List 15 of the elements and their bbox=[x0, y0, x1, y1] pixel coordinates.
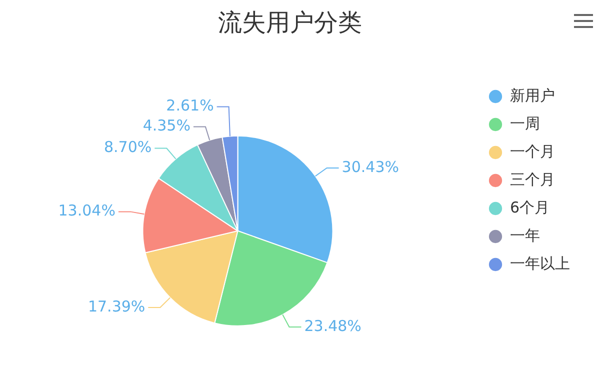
legend-label: 新用户 bbox=[510, 86, 555, 104]
chart-title: 流失用户分类 bbox=[218, 8, 362, 37]
legend-label: 6个月 bbox=[510, 198, 550, 216]
data-label: 23.48% bbox=[304, 316, 362, 335]
legend-label: 一周 bbox=[510, 114, 540, 132]
legend-label: 一年 bbox=[510, 226, 540, 244]
legend-label: 一个月 bbox=[510, 142, 555, 160]
legend-label: 三个月 bbox=[510, 170, 555, 188]
data-label: 4.35% bbox=[142, 116, 190, 135]
data-label: 2.61% bbox=[166, 96, 214, 115]
data-label: 30.43% bbox=[342, 158, 399, 176]
data-label: 17.39% bbox=[88, 297, 146, 316]
data-label: 8.70% bbox=[104, 138, 152, 156]
data-label: 13.04% bbox=[58, 202, 116, 220]
legend-label: 一年以上 bbox=[510, 254, 570, 272]
